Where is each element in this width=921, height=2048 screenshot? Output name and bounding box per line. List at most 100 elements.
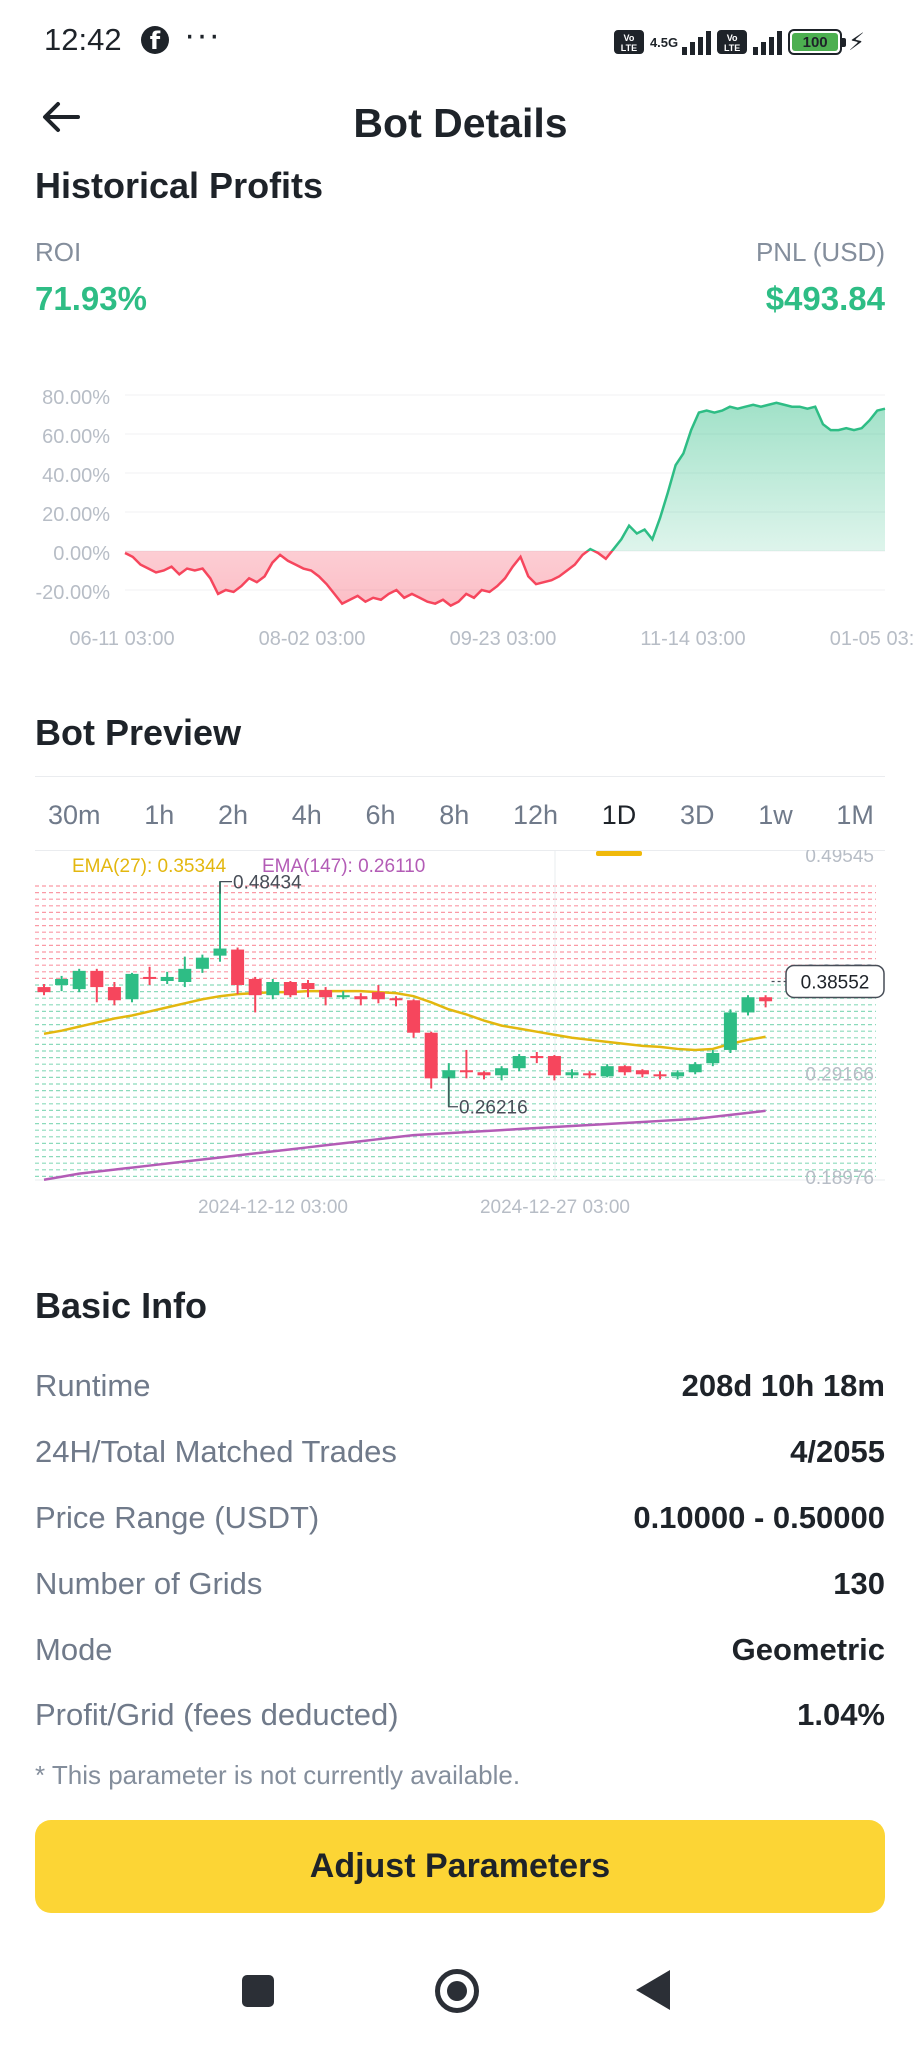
bot-preview-title: Bot Preview: [35, 712, 242, 753]
tab-1d[interactable]: 1D: [590, 800, 649, 856]
info-row-mode: Mode Geometric: [35, 1625, 885, 1675]
x-tick-label: 11-14 03:00: [640, 628, 745, 650]
info-row-price-range: Price Range (USDT) 0.10000 - 0.50000: [35, 1493, 885, 1543]
candle-body: [547, 1056, 561, 1076]
info-row-runtime: Runtime 208d 10h 18m: [35, 1361, 885, 1411]
candle: [107, 982, 121, 1006]
x-tick-label: 08-02 03:00: [259, 628, 366, 650]
y-tick-label: -20.00%: [36, 582, 111, 604]
info-value: 208d 10h 18m: [681, 1368, 885, 1403]
candle-body: [389, 998, 403, 1001]
network-type: 4.5G: [649, 34, 679, 50]
candle-body: [319, 990, 333, 998]
candle: [547, 1055, 561, 1081]
candle: [301, 979, 315, 998]
tab-1m[interactable]: 1M: [836, 800, 874, 830]
current-price-label: 0.38552: [801, 972, 870, 993]
candle: [90, 968, 104, 1003]
x-tick-label: 09-23 03:00: [450, 628, 557, 650]
candle: [231, 947, 245, 995]
candle: [37, 984, 51, 996]
parameter-note: * This parameter is not currently availa…: [35, 1760, 521, 1790]
candle: [143, 966, 157, 986]
candle-body: [495, 1068, 509, 1076]
candle: [55, 975, 69, 992]
volte-icon: Vo LTE: [717, 30, 748, 54]
tab-1h[interactable]: 1h: [144, 800, 175, 830]
candlestick-chart[interactable]: EMA(27): 0.35344 EMA(147): 0.26110 0.49545…: [0, 850, 921, 1220]
candle: [477, 1071, 491, 1080]
profit-line-positive: [585, 401, 886, 551]
info-value: 130: [833, 1566, 885, 1601]
y-tick-label: 20.00%: [42, 504, 110, 526]
charging-icon: ⚡: [848, 28, 865, 56]
candle: [495, 1066, 509, 1081]
x-tick-label: 01-05 03:: [830, 628, 915, 650]
candle-body: [671, 1072, 685, 1077]
tab-8h[interactable]: 8h: [439, 800, 470, 830]
candle: [424, 1031, 438, 1089]
candle: [618, 1065, 632, 1076]
candle-body: [530, 1056, 544, 1059]
tab-2h[interactable]: 2h: [217, 800, 249, 830]
roi-value: 71.93%: [35, 280, 147, 317]
candle-body: [178, 968, 192, 983]
candle: [160, 971, 174, 985]
signal-icon: [682, 29, 712, 55]
y-tick-label: 80.00%: [42, 387, 110, 409]
tab-3d[interactable]: 3D: [679, 800, 715, 830]
candle-body: [688, 1064, 702, 1073]
page-title: Bot Details: [353, 100, 568, 146]
candle: [459, 1049, 473, 1079]
candle: [530, 1051, 544, 1064]
tab-6h[interactable]: 6h: [365, 800, 396, 830]
arrow-left-icon[interactable]: [40, 96, 82, 138]
status-time: 12:42: [44, 22, 122, 57]
battery-icon: 100: [788, 29, 847, 55]
back-icon[interactable]: [636, 1970, 670, 2010]
candle-body: [741, 997, 755, 1013]
candle: [213, 881, 227, 962]
candle: [72, 968, 86, 993]
candle-body: [600, 1066, 614, 1077]
battery-level: 100: [792, 33, 839, 51]
tab-1w[interactable]: 1w: [758, 800, 793, 830]
high-marker-line: [219, 880, 232, 894]
info-row-profit-grid: Profit/Grid (fees deducted) 1.04%: [35, 1690, 885, 1740]
home-icon[interactable]: [435, 1969, 479, 2013]
candle: [407, 999, 421, 1038]
status-bar: 12:42 f ··· Vo LTE 4.5G Vo LTE 100 ⚡: [0, 0, 921, 84]
current-price-box: [785, 964, 885, 999]
info-label: Mode: [35, 1632, 113, 1667]
candle: [600, 1064, 614, 1078]
candle-body: [477, 1072, 491, 1076]
adjust-parameters-button[interactable]: Adjust Parameters: [35, 1820, 885, 1913]
pnl-value: $493.84: [765, 280, 885, 317]
volte-icon: Vo LTE: [613, 30, 644, 54]
tab-12h[interactable]: 12h: [512, 800, 559, 830]
candle-body: [55, 978, 69, 986]
y-tick-label: 60.00%: [42, 426, 110, 448]
ema147-legend: EMA(147): 0.26110: [262, 856, 425, 877]
info-label: Profit/Grid (fees deducted): [35, 1697, 399, 1732]
candle: [248, 976, 262, 1013]
tab-4h[interactable]: 4h: [291, 800, 322, 830]
high-label: 0.48434: [233, 873, 302, 894]
candle: [512, 1054, 526, 1072]
recent-apps-icon[interactable]: [242, 1975, 274, 2007]
candle: [688, 1062, 702, 1075]
system-icons: Vo LTE 4.5G Vo LTE 100 ⚡: [613, 24, 865, 60]
candle-body: [354, 996, 368, 1000]
low-label: 0.26216: [459, 1098, 528, 1119]
candle-body: [759, 997, 773, 1002]
y-tick-label: 0.18976: [805, 1168, 874, 1189]
y-tick-label: 0.00%: [53, 543, 110, 565]
tab-30m[interactable]: 30m: [48, 800, 101, 830]
candle-body: [706, 1052, 720, 1064]
candle-body: [635, 1070, 649, 1075]
info-row-grids: Number of Grids 130: [35, 1559, 885, 1609]
candle: [635, 1069, 649, 1078]
y-tick-label: 0.29166: [805, 1065, 874, 1086]
divider: [35, 850, 885, 851]
candle: [723, 1009, 737, 1053]
